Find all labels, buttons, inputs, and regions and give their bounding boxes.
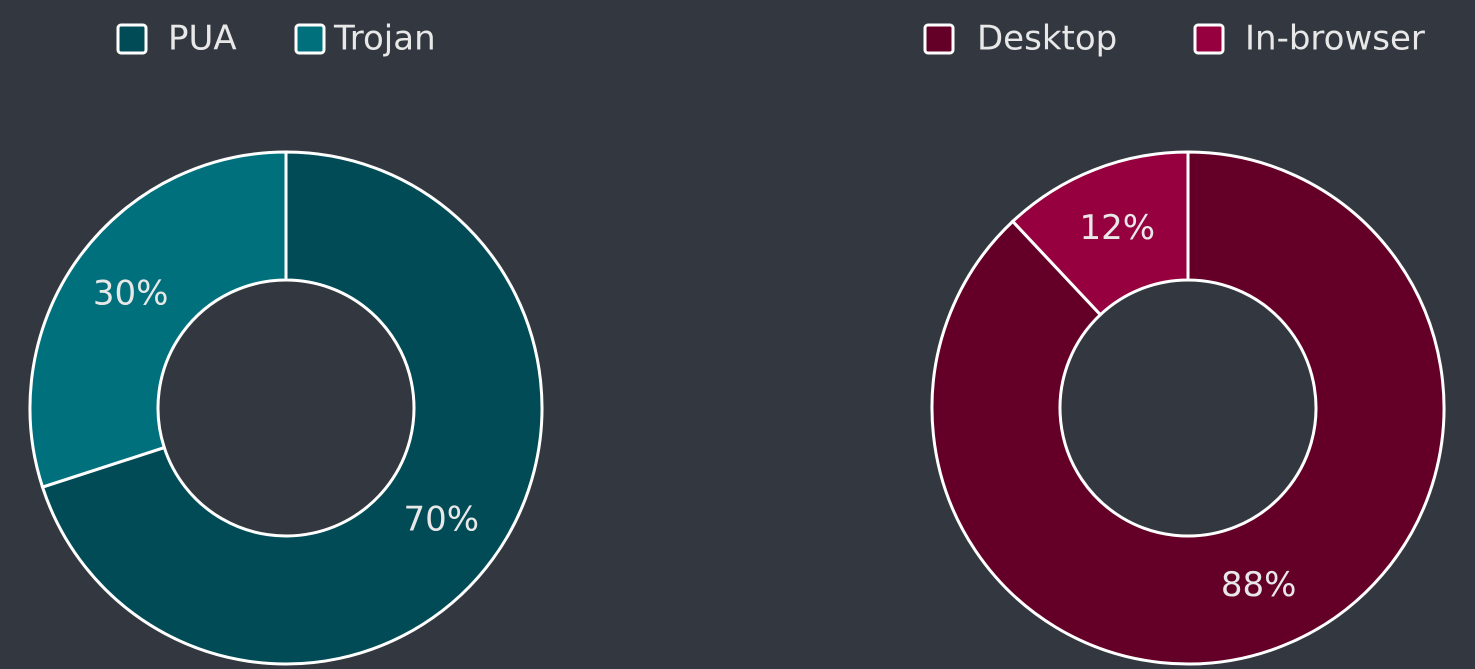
- data-label: 12%: [1080, 208, 1156, 248]
- donut-slice: [930, 150, 1446, 666]
- legend-swatch: [294, 23, 326, 55]
- legend-label: Trojan: [333, 19, 436, 59]
- data-label: 88%: [1221, 565, 1297, 605]
- donut-slice: [28, 150, 288, 489]
- donut-slice: [1010, 150, 1190, 317]
- legend-swatch: [923, 23, 955, 55]
- donut-slice: [40, 150, 544, 666]
- legend-label: Desktop: [977, 19, 1117, 59]
- legend-label: In-browser: [1245, 19, 1425, 59]
- legend-label: PUA: [168, 19, 237, 59]
- data-label: 30%: [93, 274, 169, 314]
- legend-swatch: [116, 23, 148, 55]
- data-label: 70%: [404, 499, 480, 539]
- legend-swatch: [1193, 23, 1225, 55]
